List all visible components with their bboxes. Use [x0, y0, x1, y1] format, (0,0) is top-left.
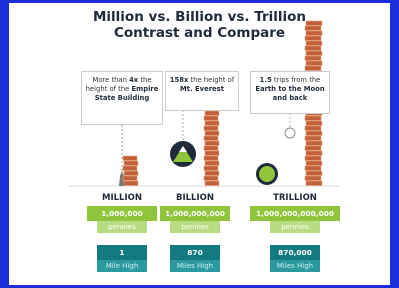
- penny-brick: [305, 146, 321, 151]
- caption-box: 158x the height of Mt. Everest: [165, 71, 239, 111]
- penny-brick: [306, 61, 322, 66]
- height-unit: Mile High: [97, 260, 147, 272]
- caption-text: Earth to the Moon: [255, 85, 324, 93]
- penny-brick: [306, 121, 322, 126]
- caption-text: 158x: [170, 76, 189, 84]
- penny-brick: [204, 116, 218, 121]
- penny-brick: [305, 66, 321, 71]
- penny-brick: [123, 166, 137, 171]
- penny-brick: [204, 146, 218, 151]
- penny-brick: [305, 116, 321, 121]
- height-unit: Miles High: [170, 260, 220, 272]
- height-unit: Miles High: [270, 260, 320, 272]
- caption-box: 1.5 trips from the Earth to the Moon and…: [250, 71, 330, 114]
- penny-brick: [306, 161, 322, 166]
- penny-brick: [204, 176, 218, 181]
- penny-brick: [204, 126, 218, 131]
- penny-brick: [123, 156, 137, 161]
- height: 870: [170, 245, 220, 260]
- penny-brick: [306, 141, 322, 146]
- penny-brick: [205, 121, 219, 126]
- caption-text: 4x: [129, 76, 138, 84]
- amount-unit: pennies: [170, 221, 220, 233]
- penny-brick: [306, 131, 322, 136]
- caption-text: 1.5: [260, 76, 272, 84]
- penny-brick: [204, 156, 218, 161]
- column-label: TRILLION: [250, 193, 340, 203]
- amount: 1,000,000: [87, 206, 157, 221]
- penny-brick: [124, 171, 138, 176]
- penny-brick: [306, 51, 322, 56]
- penny-brick: [205, 171, 219, 176]
- caption-text: and back: [273, 94, 308, 102]
- caption-box: More than 4x the height of the Empire St…: [81, 71, 163, 125]
- penny-brick: [305, 56, 321, 61]
- height: 1: [97, 245, 147, 260]
- illustration: [9, 3, 390, 285]
- penny-brick: [305, 136, 321, 141]
- penny-brick: [306, 171, 322, 176]
- penny-brick: [306, 41, 322, 46]
- title: Contrast and Compare: [9, 25, 390, 41]
- height: 870,000: [270, 245, 320, 260]
- penny-brick: [306, 151, 322, 156]
- penny-brick: [205, 151, 219, 156]
- title: Million vs. Billion vs. Trillion: [9, 9, 390, 25]
- frame: Million vs. Billion vs. Trillion Contras…: [0, 0, 399, 288]
- amount: 1,000,000,000,000: [250, 206, 340, 221]
- penny-brick: [305, 166, 321, 171]
- moon-icon: [285, 128, 295, 138]
- caption-text: the height of: [188, 76, 234, 84]
- column-label: BILLION: [150, 193, 240, 203]
- penny-brick: [305, 156, 321, 161]
- penny-brick: [205, 181, 219, 186]
- penny-brick: [204, 166, 218, 171]
- amount: 1,000,000,000: [160, 206, 230, 221]
- caption-text: trips from the: [272, 76, 321, 84]
- penny-brick: [305, 176, 321, 181]
- penny-brick: [205, 131, 219, 136]
- penny-brick: [205, 161, 219, 166]
- penny-brick: [124, 161, 138, 166]
- penny-brick: [204, 136, 218, 141]
- earth-land: [259, 166, 275, 182]
- infographic: Million vs. Billion vs. Trillion Contras…: [9, 3, 390, 285]
- penny-brick: [123, 176, 137, 181]
- caption-text: Mt. Everest: [180, 85, 224, 93]
- penny-brick: [305, 46, 321, 51]
- penny-brick: [205, 141, 219, 146]
- penny-brick: [124, 181, 138, 186]
- amount-unit: pennies: [270, 221, 320, 233]
- penny-brick: [305, 126, 321, 131]
- penny-brick: [306, 181, 322, 186]
- amount-unit: pennies: [97, 221, 147, 233]
- penny-brick: [205, 111, 219, 116]
- caption-text: More than: [92, 76, 129, 84]
